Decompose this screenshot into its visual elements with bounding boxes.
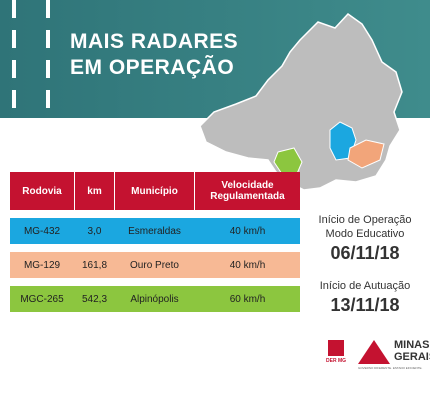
table-cell: MGC-265	[20, 293, 64, 305]
info-label: Início de Operação	[318, 214, 412, 226]
table-cell: 60 km/h	[229, 293, 266, 305]
table-cell: 40 km/h	[229, 225, 266, 237]
table-cell: MG-129	[23, 259, 61, 271]
info-date: 06/11/18	[330, 243, 400, 263]
title: EM OPERAÇÃO	[70, 56, 235, 79]
slogan: GOVERNO DIFERENTE. ESTADO EFICIENTE.	[358, 366, 423, 370]
state-logo-mark	[358, 340, 390, 364]
state-logo: MINAS	[394, 339, 430, 351]
column-header: Velocidade Regulamentada	[195, 172, 300, 210]
column-header: Rodovia	[10, 172, 74, 210]
info-label: Modo Educativo	[325, 228, 405, 240]
column-header: Município	[115, 172, 194, 210]
der-logo-mark	[328, 340, 344, 356]
info-label: Início de Autuação	[319, 280, 411, 292]
title: MAIS RADARES	[70, 30, 239, 53]
region-mg129	[347, 139, 385, 169]
info-date: 13/11/18	[330, 295, 400, 315]
der-logo: DER MG	[326, 358, 346, 364]
state-logo: GERAIS	[394, 351, 430, 363]
table-cell: MG-432	[23, 225, 61, 237]
table-cell: 40 km/h	[229, 259, 266, 271]
column-header: km	[75, 172, 114, 210]
table-cell: Alpinópolis	[130, 293, 179, 305]
table-cell: Esmeraldas	[128, 225, 181, 237]
table-cell: 3,0	[87, 225, 102, 237]
table-cell: 542,3	[81, 293, 108, 305]
row-bg	[10, 218, 300, 244]
table-cell: Ouro Preto	[130, 259, 179, 271]
row-bg	[10, 286, 300, 312]
row-bg	[10, 252, 300, 278]
table-cell: 161,8	[81, 259, 108, 271]
